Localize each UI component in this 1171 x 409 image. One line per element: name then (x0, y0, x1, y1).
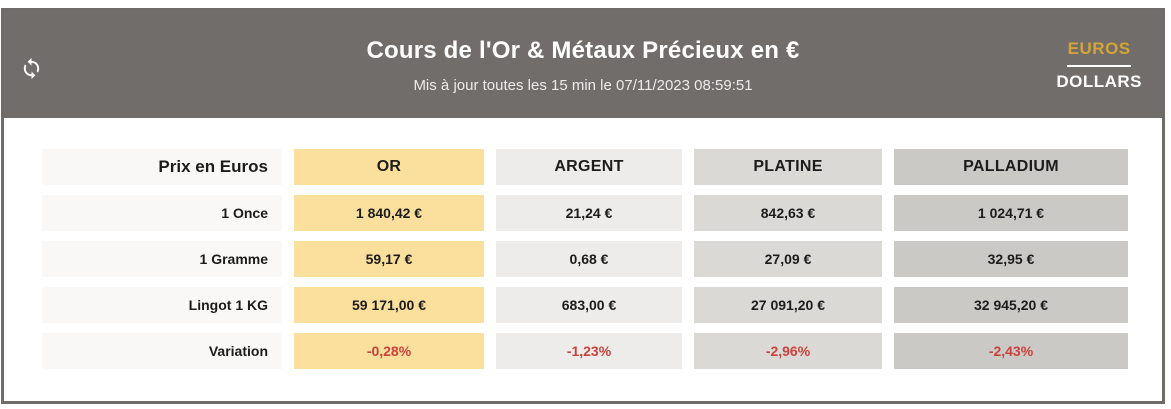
row-label-lingot: Lingot 1 KG (42, 287, 282, 323)
refresh-button[interactable] (18, 55, 44, 81)
price-cell-or-lingot: 59 171,00 € (294, 287, 484, 323)
column-header-argent: ARGENT (496, 149, 682, 185)
variation-cell-or: -0,28% (294, 333, 484, 369)
prices-table: Prix en Euros OR ARGENT PLATINE PALLADIU… (42, 149, 1162, 369)
row-label-once: 1 Once (42, 195, 282, 231)
table-corner-label: Prix en Euros (42, 149, 282, 185)
price-cell-palladium-lingot: 32 945,20 € (894, 287, 1128, 323)
currency-euros-button[interactable]: EUROS (1067, 39, 1131, 58)
currency-toggle-divider (1067, 65, 1132, 67)
price-cell-argent-lingot: 683,00 € (496, 287, 682, 323)
price-cell-platine-lingot: 27 091,20 € (694, 287, 882, 323)
row-label-variation: Variation (42, 333, 282, 369)
variation-cell-platine: -2,96% (694, 333, 882, 369)
price-cell-platine-once: 842,63 € (694, 195, 882, 231)
metals-widget-panel: Cours de l'Or & Métaux Précieux en € Mis… (1, 8, 1165, 404)
price-cell-or-gramme: 59,17 € (294, 241, 484, 277)
page-title: Cours de l'Or & Métaux Précieux en € (366, 37, 800, 64)
variation-cell-argent: -1,23% (496, 333, 682, 369)
price-cell-palladium-gramme: 32,95 € (894, 241, 1128, 277)
widget-header: Cours de l'Or & Métaux Précieux en € Mis… (4, 11, 1162, 118)
last-updated-text: Mis à jour toutes les 15 min le 07/11/20… (413, 77, 753, 94)
column-header-platine: PLATINE (694, 149, 882, 185)
currency-toggle: EUROS DOLLARS (1056, 39, 1142, 92)
row-label-gramme: 1 Gramme (42, 241, 282, 277)
price-cell-argent-gramme: 0,68 € (496, 241, 682, 277)
refresh-icon (20, 57, 43, 80)
price-cell-platine-gramme: 27,09 € (694, 241, 882, 277)
price-cell-argent-once: 21,24 € (496, 195, 682, 231)
price-cell-or-once: 1 840,42 € (294, 195, 484, 231)
column-header-or: OR (294, 149, 484, 185)
column-header-palladium: PALLADIUM (894, 149, 1128, 185)
currency-dollars-button[interactable]: DOLLARS (1056, 72, 1142, 91)
variation-cell-palladium: -2,43% (894, 333, 1128, 369)
price-cell-palladium-once: 1 024,71 € (894, 195, 1128, 231)
